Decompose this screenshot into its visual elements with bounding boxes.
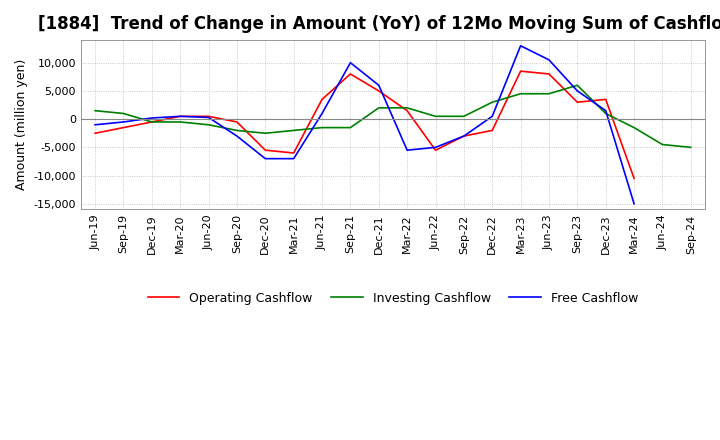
Free Cashflow	[431, 145, 440, 150]
Operating Cashflow	[402, 108, 411, 114]
Operating Cashflow	[544, 71, 553, 77]
Investing Cashflow	[516, 91, 525, 96]
Investing Cashflow	[686, 145, 695, 150]
Investing Cashflow	[573, 83, 582, 88]
Investing Cashflow	[374, 105, 383, 110]
Investing Cashflow	[658, 142, 667, 147]
Operating Cashflow	[176, 114, 184, 119]
Investing Cashflow	[431, 114, 440, 119]
Free Cashflow	[176, 114, 184, 119]
Line: Operating Cashflow: Operating Cashflow	[95, 71, 634, 178]
Operating Cashflow	[573, 99, 582, 105]
Free Cashflow	[402, 147, 411, 153]
Investing Cashflow	[488, 99, 497, 105]
Free Cashflow	[516, 43, 525, 48]
Investing Cashflow	[261, 131, 269, 136]
Y-axis label: Amount (million yen): Amount (million yen)	[15, 59, 28, 191]
Operating Cashflow	[91, 131, 99, 136]
Free Cashflow	[318, 111, 326, 116]
Operating Cashflow	[488, 128, 497, 133]
Operating Cashflow	[431, 147, 440, 153]
Free Cashflow	[544, 57, 553, 62]
Investing Cashflow	[148, 119, 156, 125]
Free Cashflow	[289, 156, 298, 161]
Title: [1884]  Trend of Change in Amount (YoY) of 12Mo Moving Sum of Cashflows: [1884] Trend of Change in Amount (YoY) o…	[38, 15, 720, 33]
Operating Cashflow	[630, 176, 639, 181]
Free Cashflow	[346, 60, 355, 65]
Free Cashflow	[148, 115, 156, 121]
Investing Cashflow	[544, 91, 553, 96]
Investing Cashflow	[204, 122, 213, 128]
Investing Cashflow	[119, 111, 127, 116]
Operating Cashflow	[204, 114, 213, 119]
Free Cashflow	[91, 122, 99, 128]
Operating Cashflow	[261, 147, 269, 153]
Free Cashflow	[488, 114, 497, 119]
Free Cashflow	[233, 133, 241, 139]
Investing Cashflow	[318, 125, 326, 130]
Free Cashflow	[630, 201, 639, 206]
Investing Cashflow	[289, 128, 298, 133]
Free Cashflow	[459, 133, 468, 139]
Investing Cashflow	[459, 114, 468, 119]
Operating Cashflow	[374, 88, 383, 94]
Free Cashflow	[204, 115, 213, 120]
Operating Cashflow	[459, 133, 468, 139]
Operating Cashflow	[233, 119, 241, 125]
Investing Cashflow	[176, 119, 184, 125]
Operating Cashflow	[516, 69, 525, 74]
Free Cashflow	[374, 83, 383, 88]
Investing Cashflow	[233, 128, 241, 133]
Investing Cashflow	[601, 111, 610, 116]
Investing Cashflow	[346, 125, 355, 130]
Investing Cashflow	[402, 105, 411, 110]
Operating Cashflow	[289, 150, 298, 156]
Free Cashflow	[119, 119, 127, 125]
Operating Cashflow	[148, 119, 156, 125]
Free Cashflow	[261, 156, 269, 161]
Investing Cashflow	[630, 125, 639, 130]
Operating Cashflow	[601, 97, 610, 102]
Legend: Operating Cashflow, Investing Cashflow, Free Cashflow: Operating Cashflow, Investing Cashflow, …	[143, 287, 643, 310]
Free Cashflow	[573, 88, 582, 94]
Line: Free Cashflow: Free Cashflow	[95, 46, 634, 204]
Operating Cashflow	[318, 97, 326, 102]
Operating Cashflow	[119, 125, 127, 130]
Operating Cashflow	[346, 71, 355, 77]
Free Cashflow	[601, 108, 610, 114]
Line: Investing Cashflow: Investing Cashflow	[95, 85, 690, 147]
Investing Cashflow	[91, 108, 99, 114]
